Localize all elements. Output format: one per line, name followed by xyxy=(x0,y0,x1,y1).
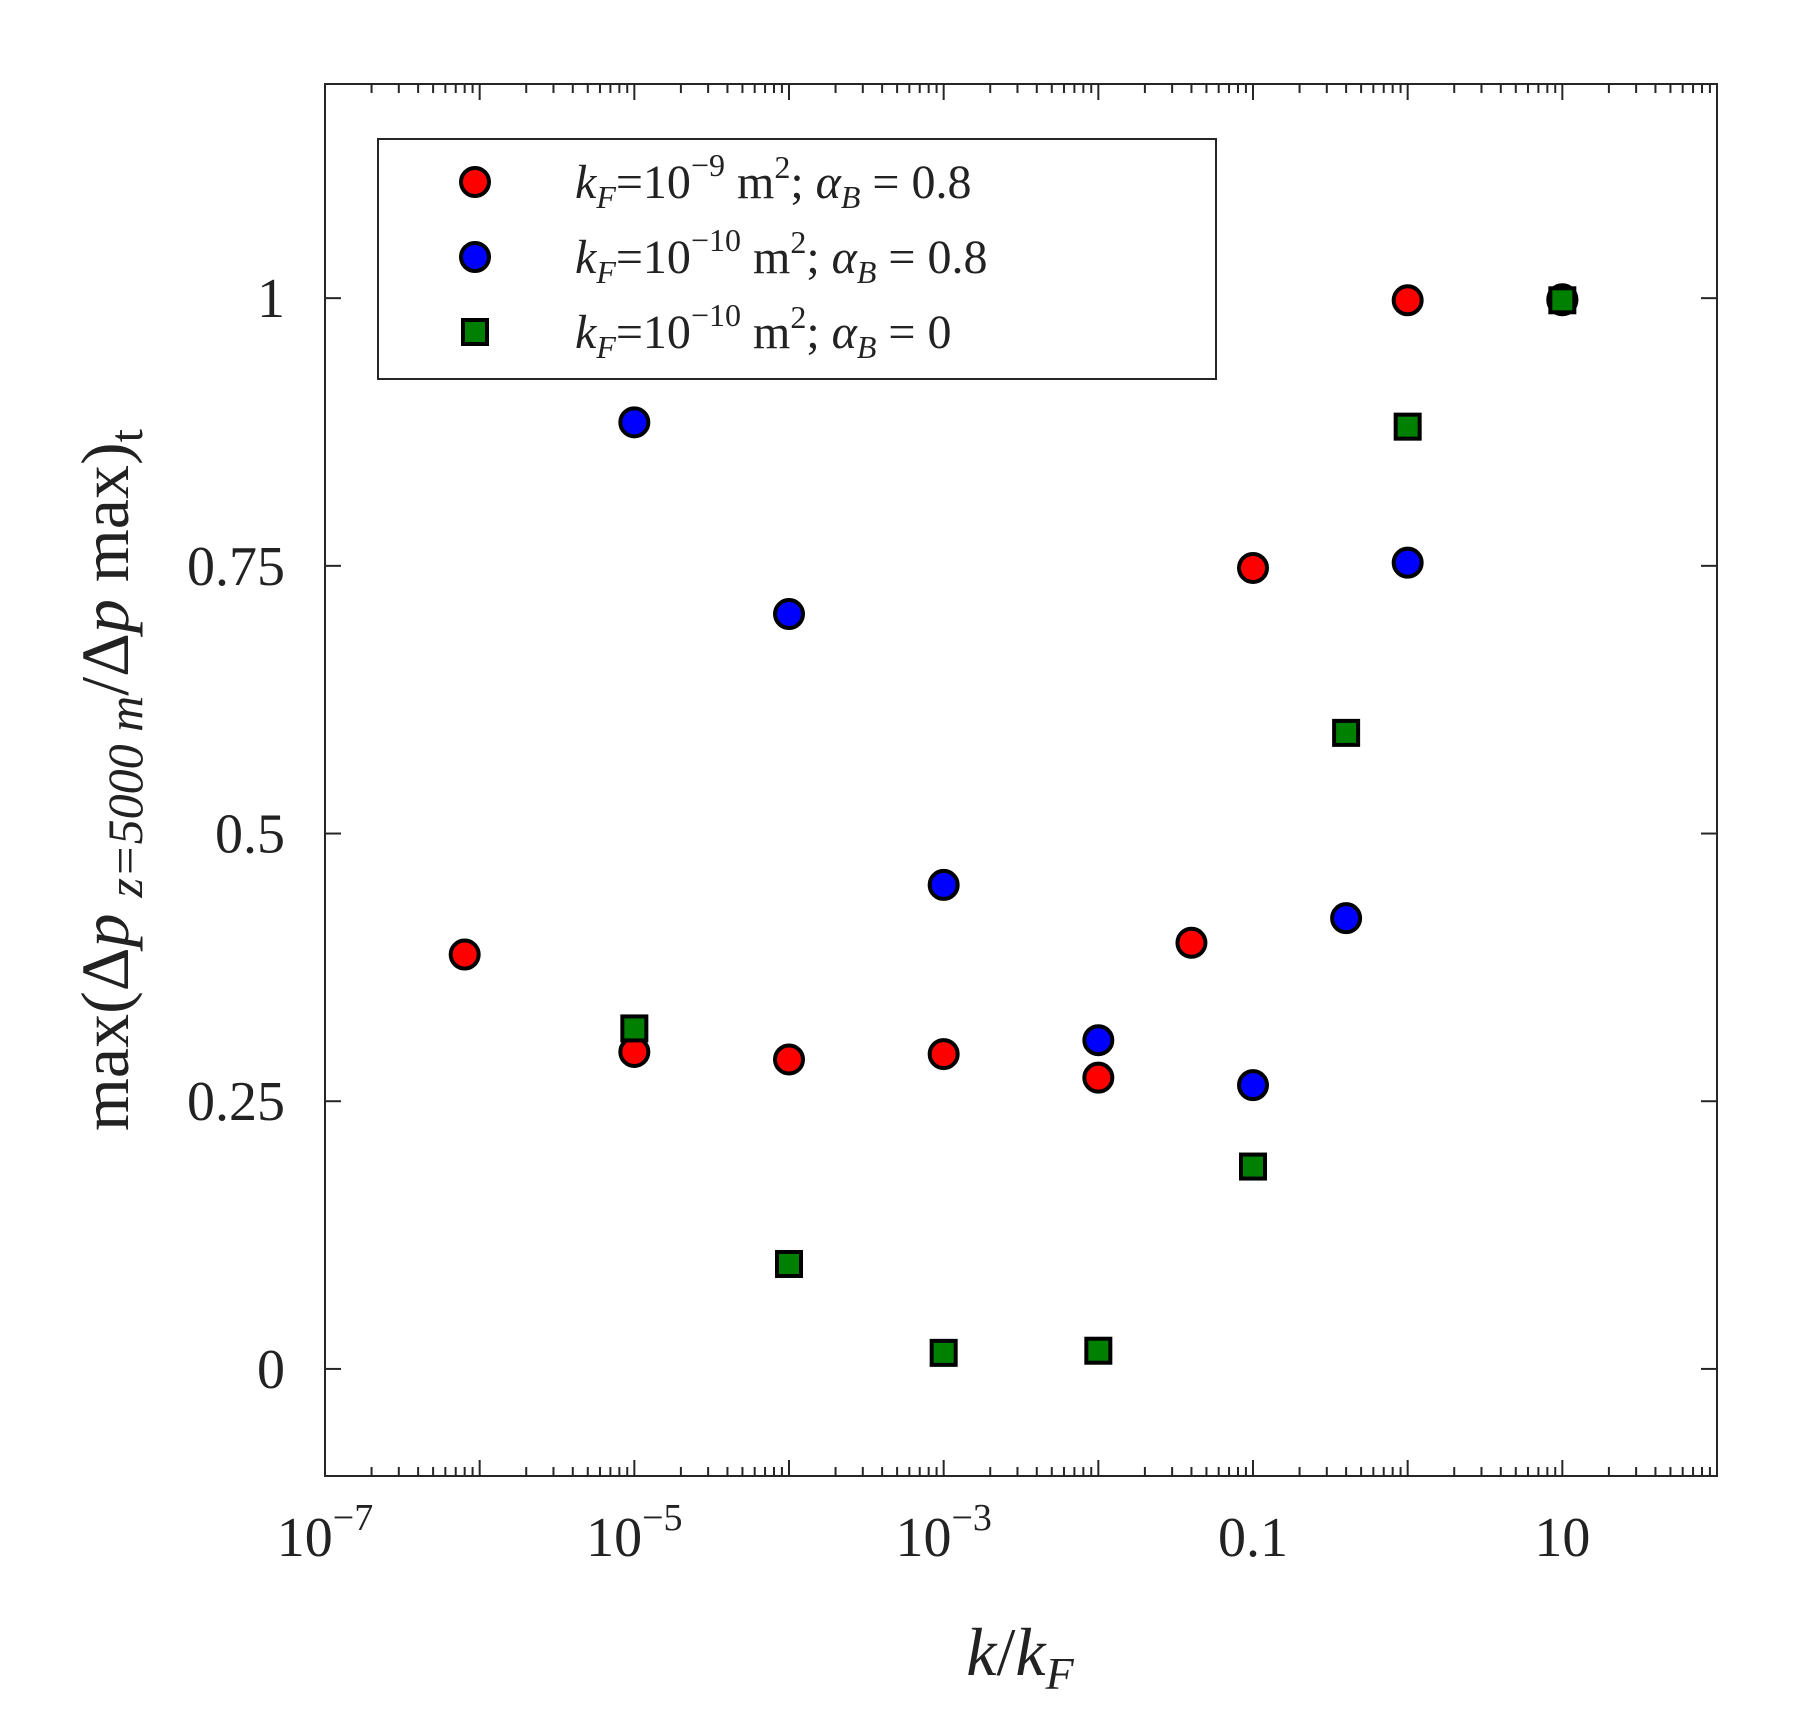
legend-marker-series-1 xyxy=(459,166,491,198)
data-point-series-2 xyxy=(1330,902,1363,935)
y-tick-label: 0.25 xyxy=(187,1071,285,1133)
data-point-series-3 xyxy=(1548,286,1577,315)
data-point-series-1 xyxy=(1237,551,1269,584)
minor-ticks xyxy=(370,84,1711,1476)
data-point-series-1 xyxy=(1175,926,1208,959)
x-axis-label: k/kF xyxy=(966,1614,1074,1699)
data-point-series-3 xyxy=(620,1014,649,1043)
y-tick-label: 0.75 xyxy=(187,536,285,598)
y-tick-labels: 0 0.25 0.5 0.75 1 xyxy=(187,268,285,1401)
plot-area-frame xyxy=(324,83,1718,1477)
data-point-series-3 xyxy=(1393,412,1422,441)
x-tick-label: 10−3 xyxy=(895,1497,991,1569)
data-point-series-3 xyxy=(775,1249,803,1278)
legend: kF=10−9 m2; αB = 0.8 kF=10−10 m2; αB = 0… xyxy=(377,138,1217,380)
data-point-series-3 xyxy=(1084,1336,1113,1365)
legend-marker-series-2 xyxy=(459,241,491,273)
x-tick-label: 0.1 xyxy=(1218,1507,1288,1569)
y-axis-label: max(Δpz=5000 m/Δp max)t xyxy=(67,428,153,1131)
x-tick-labels: 10−7 10−5 10−3 0.1 10 xyxy=(277,1497,1591,1569)
x-tick-label: 10−5 xyxy=(586,1497,682,1569)
data-point-series-1 xyxy=(448,938,481,971)
data-point-series-2 xyxy=(618,406,651,439)
data-point-series-3 xyxy=(1239,1152,1267,1181)
x-tick-label: 10−7 xyxy=(277,1497,373,1569)
legend-entry-3: kF=10−10 m2; αB = 0 xyxy=(575,297,952,365)
legend-marker-series-3 xyxy=(461,318,489,346)
legend-markers xyxy=(459,166,491,346)
data-point-series-1 xyxy=(1391,284,1424,317)
data-point-series-3 xyxy=(929,1338,958,1367)
data-point-series-2 xyxy=(927,868,960,901)
data-point-series-1 xyxy=(927,1038,960,1071)
data-point-series-2 xyxy=(1391,546,1424,579)
y-tick-label: 0.5 xyxy=(215,804,285,866)
x-tick-label: 10 xyxy=(1534,1507,1590,1569)
legend-entry-1: kF=10−9 m2; αB = 0.8 xyxy=(575,147,972,215)
data-point-series-1 xyxy=(1082,1061,1115,1094)
y-tick-label: 1 xyxy=(257,268,285,330)
legend-entry-2: kF=10−10 m2; αB = 0.8 xyxy=(575,222,988,290)
legend-box xyxy=(377,138,1217,380)
data-point-series-2 xyxy=(1237,1069,1269,1102)
data-point-series-2 xyxy=(773,598,805,631)
y-tick-label: 0 xyxy=(257,1339,285,1401)
data-point-series-2 xyxy=(1082,1024,1115,1057)
data-point-series-3 xyxy=(1332,718,1361,747)
data-markers xyxy=(448,283,1579,1367)
data-point-series-1 xyxy=(773,1043,805,1076)
